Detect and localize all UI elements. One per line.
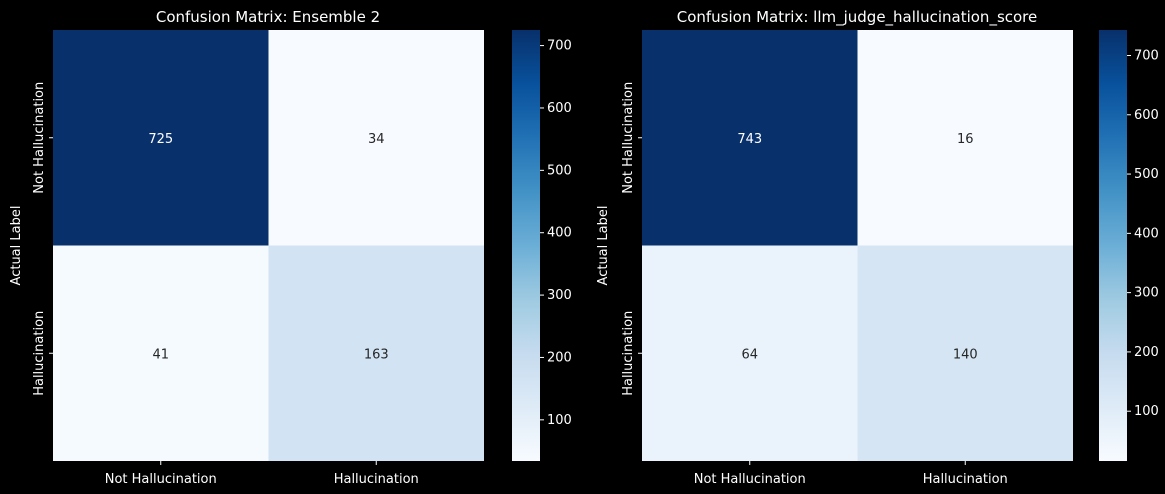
colorbar xyxy=(1099,30,1127,461)
heatmap-cell xyxy=(642,30,858,246)
chart-title: Confusion Matrix: Ensemble 2 xyxy=(156,8,380,26)
cell-value-label: 16 xyxy=(957,132,974,147)
cell-value-label: 34 xyxy=(368,132,385,147)
y-axis-label: Actual Label xyxy=(9,206,24,286)
colorbar-tick-label: 700 xyxy=(547,39,572,54)
y-tick-label: Hallucination xyxy=(32,311,47,396)
colorbar-tick-label: 200 xyxy=(1134,345,1159,360)
colorbar-tick-label: 700 xyxy=(1134,48,1159,63)
heatmap-cell xyxy=(642,245,858,461)
colorbar-tick-label: 400 xyxy=(547,226,572,241)
colorbar-tick-label: 500 xyxy=(547,163,572,178)
cell-value-label: 41 xyxy=(152,347,169,362)
heatmap-cell xyxy=(857,30,1073,246)
heatmap-cell xyxy=(857,245,1073,461)
colorbar-tick-label: 400 xyxy=(1134,226,1159,241)
heatmap-cell xyxy=(268,30,484,246)
panel-2: Confusion Matrix: llm_judge_hallucinatio… xyxy=(596,8,1159,487)
colorbar-tick-label: 600 xyxy=(547,101,572,116)
y-tick-label: Not Hallucination xyxy=(32,82,47,194)
heatmap-cell xyxy=(53,245,269,461)
cell-value-label: 743 xyxy=(737,132,762,147)
heatmap-cell xyxy=(53,30,269,246)
panel-1: Confusion Matrix: Ensemble 2 725 34 41 163 No… xyxy=(9,8,572,487)
colorbar-tick-label: 100 xyxy=(1134,404,1159,419)
heatmap-cell xyxy=(268,245,484,461)
colorbar-tick-label: 100 xyxy=(547,413,572,428)
y-axis-label: Actual Label xyxy=(596,206,611,286)
chart-title: Confusion Matrix: llm_judge_hallucinatio… xyxy=(677,8,1038,27)
colorbar-tick-label: 600 xyxy=(1134,108,1159,123)
cell-value-label: 64 xyxy=(741,347,758,362)
y-tick-label: Hallucination xyxy=(621,311,636,396)
y-tick-label: Not Hallucination xyxy=(621,82,636,194)
cell-value-label: 140 xyxy=(953,347,978,362)
colorbar-tick-label: 200 xyxy=(547,350,572,365)
cell-value-label: 725 xyxy=(148,132,173,147)
cell-value-label: 163 xyxy=(364,347,389,362)
x-tick-label: Not Hallucination xyxy=(105,472,217,487)
colorbar-tick-label: 500 xyxy=(1134,167,1159,182)
colorbar-tick-label: 300 xyxy=(1134,286,1159,301)
x-tick-label: Hallucination xyxy=(923,472,1008,487)
x-tick-label: Not Hallucination xyxy=(694,472,806,487)
x-tick-label: Hallucination xyxy=(334,472,419,487)
colorbar-tick-label: 300 xyxy=(547,288,572,303)
colorbar xyxy=(512,30,540,461)
